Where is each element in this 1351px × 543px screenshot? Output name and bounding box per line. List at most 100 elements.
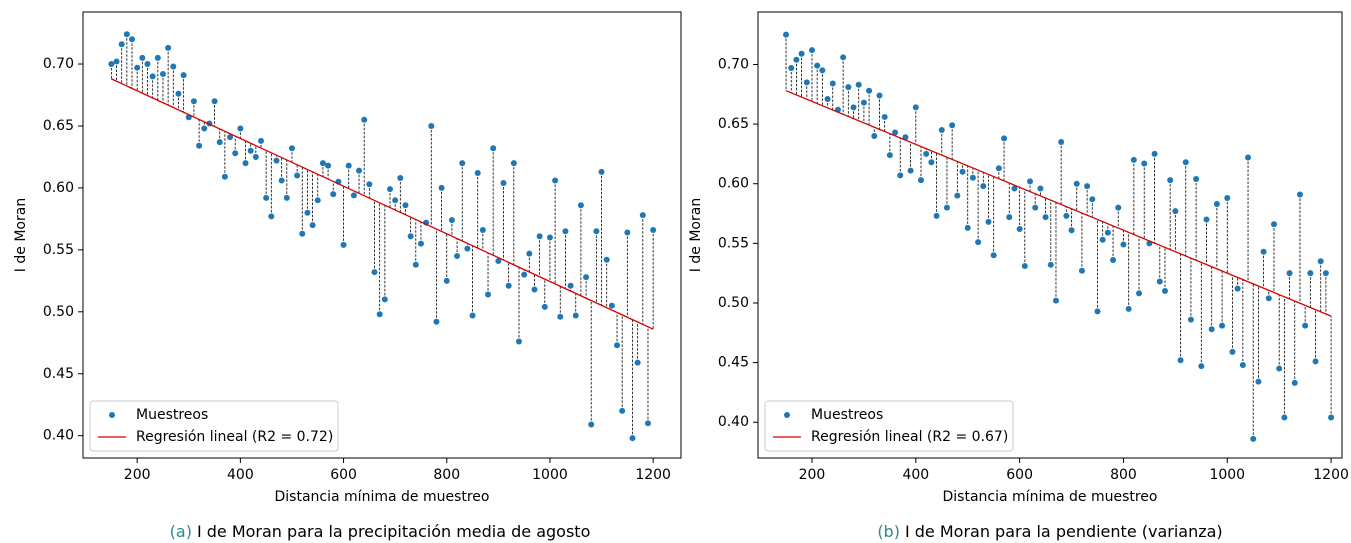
point [108,61,115,68]
point [1011,185,1018,192]
point [1001,135,1008,142]
y-tick-label: 0.40 [43,428,74,444]
x-tick-label: 200 [124,467,151,483]
point [1016,226,1023,233]
point [381,296,388,303]
point [242,160,249,167]
point [598,168,605,175]
point [546,234,553,241]
point [433,318,440,325]
point [1177,357,1184,364]
point [232,150,239,157]
y-tick-label: 0.70 [43,56,74,72]
y-tick-label: 0.50 [718,295,749,311]
point [824,96,831,103]
point [1161,288,1168,295]
point [407,233,414,240]
x-tick-label: 800 [1110,467,1137,483]
caption: (b) I de Moran para la pendiente (varianz… [877,522,1222,541]
regression-line [785,90,1332,317]
point [495,258,502,265]
y-tick-label: 0.60 [718,176,749,192]
point [949,122,956,129]
point [366,181,373,188]
legend-box [764,400,1014,452]
point [521,271,528,278]
point [1141,160,1148,167]
point [258,137,265,144]
point [397,175,404,182]
plot-frame [82,11,682,459]
chart: 200 400 600 800 1000 1200 0.40 0.45 0.50 0.55 0.60… [688,11,1349,541]
point [211,98,218,105]
point [1037,185,1044,192]
point [134,64,141,71]
point [1281,414,1288,421]
point [850,104,857,111]
point [1130,156,1137,163]
point [933,212,940,219]
point [943,204,950,211]
point [866,87,873,94]
legend-label: Regresión lineal (R2 = 0.67) [811,429,1008,445]
point [273,157,280,164]
point [808,47,815,54]
point [531,286,538,293]
point [1094,308,1101,315]
point [299,230,306,237]
point [1052,297,1059,304]
point [985,218,992,225]
point [783,31,790,38]
point [1099,236,1106,243]
point [190,98,197,105]
point [819,67,826,74]
caption-text: I de Moran para la pendiente (varianza) [905,522,1223,541]
point [1156,278,1163,285]
point [490,145,497,152]
point [268,213,275,220]
point [1265,295,1272,302]
point [464,245,471,252]
point [1032,204,1039,211]
point [221,173,228,180]
point [938,127,945,134]
point [1270,221,1277,228]
regression-line [111,78,654,330]
point [247,147,254,154]
point [980,183,987,190]
point [417,240,424,247]
point [237,125,244,132]
point [892,129,899,136]
point [278,177,285,184]
point [588,421,595,428]
x-tick-label: 1200 [635,467,671,483]
point [629,435,636,442]
y-tick-label: 0.50 [43,304,74,320]
legend-label: Regresión lineal (R2 = 0.72) [136,429,333,445]
point [902,134,909,141]
point [1224,195,1231,202]
point [886,152,893,159]
point [1027,178,1034,185]
point [860,99,867,106]
caption-label: (a) [170,522,192,541]
point [1208,326,1215,333]
point [474,170,481,177]
point [798,50,805,57]
x-axis-label: Distancia mínima de muestreo [275,489,490,505]
point [1136,290,1143,297]
point [1250,435,1257,442]
point [1291,379,1298,386]
point [201,125,208,132]
y-tick-label: 0.55 [718,235,749,251]
point [1260,248,1267,255]
point [402,202,409,209]
x-tick-label: 1000 [1209,467,1245,483]
point [227,134,234,141]
point [170,63,177,70]
point [803,79,810,86]
point [1167,177,1174,184]
point [603,256,610,263]
point [1276,365,1283,372]
point [294,172,301,179]
